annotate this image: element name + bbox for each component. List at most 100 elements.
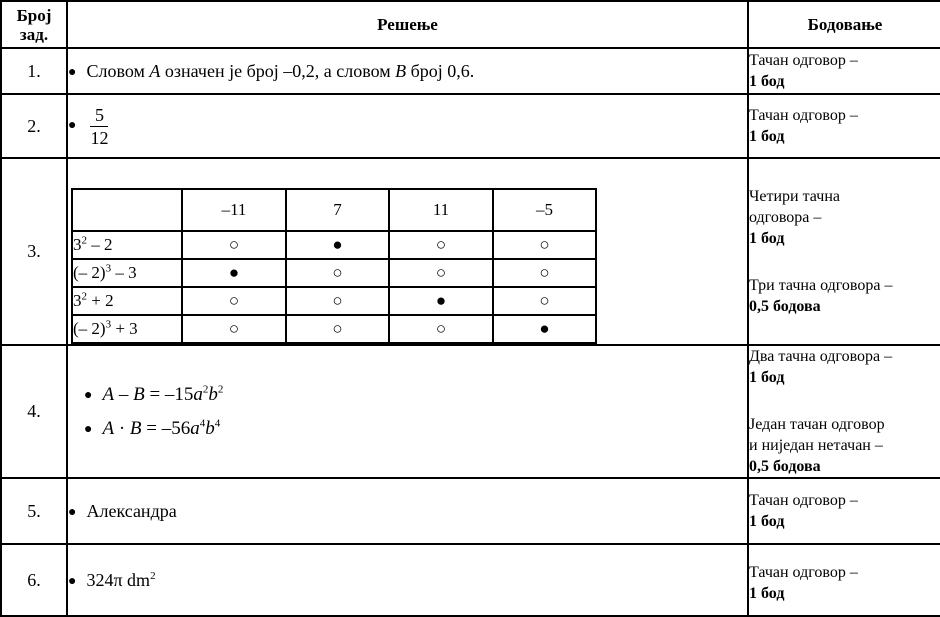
task-1-number: 1. [0,47,68,95]
expression-base: (– 2) [73,263,106,282]
equation-text: = –56 [141,417,191,439]
equation-line: ● A · B = –56a4b4 [68,412,747,446]
score-line: Тачан одговор – [749,492,858,509]
header-task-number-line1: Број [16,5,52,25]
score-line: Два тачна одговора – [749,348,893,365]
task-row-5: 5. ● Александра Тачан одговор – 1 бод [0,477,940,545]
radio-mark-icon: ○ [492,258,597,288]
variable-a: A [149,60,161,81]
expression-rest: – 3 [111,263,137,282]
variable-a: A [102,383,115,405]
bullet-icon: ● [68,573,77,589]
bullet-icon: ● [68,118,77,134]
choices-row: (– 2)3 + 3 ○ ○ ○ ● [71,314,597,344]
score-line: и ниједан нетачан – [749,437,883,454]
variable: a [193,383,203,405]
exponent: 4 [214,417,221,430]
expression-base: 3 [73,235,82,254]
choices-row: 32 + 2 ○ ○ ● ○ [71,286,597,316]
radio-mark-icon: ○ [285,314,390,344]
equation-line: ● A – B = –15a2b2 [68,378,747,412]
task-3-scoring: Четири тачна одговора – 1 бод Три тачна … [747,157,940,346]
header-row: Број зад. Решење Бодовање [0,0,940,49]
score-gap [749,388,940,414]
task-4-solution: ● A – B = –15a2b2 ● A · B = –56a4b4 [66,344,749,479]
header-task-number-line2: зад. [19,24,49,44]
expression-rest: – 2 [87,235,113,254]
variable-b: B [129,417,142,439]
variable: b [205,417,215,439]
expression-label: 32 + 2 [71,286,183,316]
choice-col-header: –11 [181,188,287,232]
task-4-scoring: Два тачна одговора – 1 бод Један тачан о… [747,344,940,479]
choice-col-header: 7 [285,188,390,232]
header-task-number: Број зад. [0,0,68,49]
score-line: Тачан одговор – [749,52,858,69]
expression-label: (– 2)3 + 3 [71,314,183,344]
header-solution: Решење [66,0,749,49]
task-4-number: 4. [0,344,68,479]
variable-b: B [395,60,407,81]
task-6-scoring: Тачан одговор – 1 бод [747,543,940,617]
radio-mark-icon: ○ [388,314,494,344]
radio-mark-icon: ○ [388,258,494,288]
expression-exponent: 2 [81,290,88,303]
expression-base: (– 2) [73,319,106,338]
bullet-icon: ● [84,387,93,403]
task-6-solution: ● 324π dm2 [66,543,749,617]
solution-text: 324π dm [86,569,151,590]
expression-label: (– 2)3 – 3 [71,258,183,288]
score-points: 1 бод [749,369,785,386]
fraction-numerator: 5 [90,105,109,127]
solution-text: Александра [86,500,177,521]
solution-text: број 0,6. [406,60,475,81]
score-points: 1 бод [749,513,785,530]
score-points: 1 бод [749,585,785,602]
score-line: Један тачан одговор [749,416,885,433]
bullet-icon: ● [68,64,77,80]
task-5-solution: ● Александра [66,477,749,545]
task-2-scoring: Тачан одговор – 1 бод [747,93,940,159]
variable-a: A [102,417,115,439]
radio-mark-icon: ○ [285,258,390,288]
expression-rest: + 3 [111,319,138,338]
task-row-3: 3. –11 7 11 –5 32 – 2 ○ [0,157,940,346]
score-points: 1 бод [749,230,785,247]
choices-header-row: –11 7 11 –5 [71,188,597,232]
choices-row: (– 2)3 – 3 ● ○ ○ ○ [71,258,597,288]
equation-text: = –15 [144,383,194,405]
solution-text: означен је број –0,2, а словом [160,60,396,81]
fraction: 5 12 [90,105,109,148]
radio-mark-icon: ○ [492,286,597,316]
task-row-2: 2. ● 5 12 Тачан одговор – 1 бод [0,93,940,159]
radio-mark-icon: ● [492,314,597,344]
radio-mark-icon: ● [285,230,390,260]
bullet-icon: ● [68,504,77,520]
bullet-icon: ● [84,421,93,437]
task-1-scoring: Тачан одговор – 1 бод [747,47,940,95]
variable-b: B [133,383,145,405]
radio-mark-icon: ○ [492,230,597,260]
solution-text: Словом [86,60,150,81]
expression-exponent: 3 [105,262,112,275]
choice-col-header: 11 [388,188,494,232]
expression-rest: + 2 [87,291,114,310]
operator: · [114,417,130,439]
score-line: Четири тачна [749,188,840,205]
task-2-solution: ● 5 12 [66,93,749,159]
choices-table: –11 7 11 –5 32 – 2 ○ ● ○ ○ [71,188,597,344]
exponent: 2 [217,383,224,396]
exponent: 4 [199,417,206,430]
choices-empty-corner [71,188,183,232]
task-5-scoring: Тачан одговор – 1 бод [747,477,940,545]
expression-exponent: 2 [81,234,88,247]
header-scoring: Бодовање [747,0,940,49]
score-line: Тачан одговор – [749,564,858,581]
task-6-number: 6. [0,543,68,617]
task-3-solution: –11 7 11 –5 32 – 2 ○ ● ○ ○ [66,157,749,346]
operator: – [114,383,134,405]
radio-mark-icon: ○ [181,230,287,260]
task-1-solution: ● Словом A означен је број –0,2, а словом… [66,47,749,95]
exponent: 2 [150,569,156,582]
